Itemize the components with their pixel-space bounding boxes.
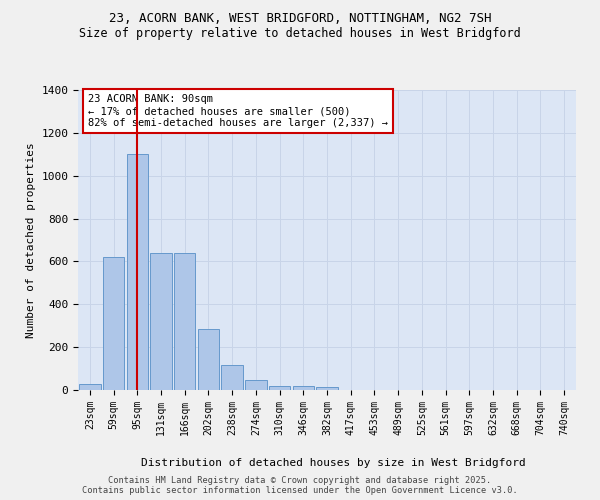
Bar	[269, 386, 290, 390]
Bar	[316, 388, 338, 390]
Bar	[151, 253, 172, 390]
Text: 23 ACORN BANK: 90sqm
← 17% of detached houses are smaller (500)
82% of semi-deta: 23 ACORN BANK: 90sqm ← 17% of detached h…	[88, 94, 388, 128]
Bar	[198, 329, 219, 390]
Text: Distribution of detached houses by size in West Bridgford: Distribution of detached houses by size …	[140, 458, 526, 468]
Bar	[245, 380, 266, 390]
Bar	[221, 366, 243, 390]
Bar	[127, 154, 148, 390]
Bar	[174, 253, 196, 390]
Text: Contains HM Land Registry data © Crown copyright and database right 2025.
Contai: Contains HM Land Registry data © Crown c…	[82, 476, 518, 495]
Y-axis label: Number of detached properties: Number of detached properties	[26, 142, 36, 338]
Text: Size of property relative to detached houses in West Bridgford: Size of property relative to detached ho…	[79, 28, 521, 40]
Bar	[79, 384, 101, 390]
Bar	[293, 386, 314, 390]
Text: 23, ACORN BANK, WEST BRIDGFORD, NOTTINGHAM, NG2 7SH: 23, ACORN BANK, WEST BRIDGFORD, NOTTINGH…	[109, 12, 491, 26]
Bar	[103, 257, 124, 390]
